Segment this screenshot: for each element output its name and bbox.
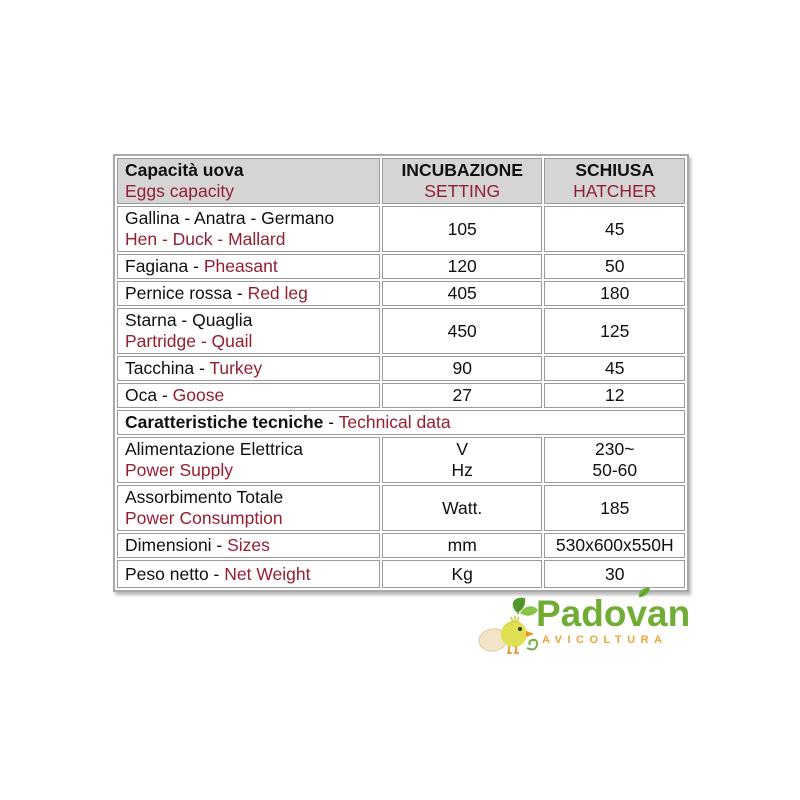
label-it: Gallina - Anatra - Germano bbox=[125, 208, 335, 228]
swirl-icon bbox=[526, 638, 539, 651]
setting-cell: 405 bbox=[381, 281, 543, 306]
value-cell: 230~ 50-60 bbox=[544, 437, 685, 483]
tech-row-net-weight: Peso netto - Net Weight Kg 30 bbox=[117, 560, 685, 588]
label-cell: Oca - Goose bbox=[117, 383, 380, 408]
label-it: Starna - Quaglia bbox=[125, 310, 253, 330]
value-cell: 185 bbox=[544, 485, 685, 531]
value-line-2: 50-60 bbox=[592, 460, 638, 480]
setting-cell: 450 bbox=[381, 308, 543, 354]
label-cell: Peso netto - Net Weight bbox=[117, 560, 380, 588]
label-cell: Pernice rossa - Red leg bbox=[117, 281, 380, 306]
chick-egg-icon bbox=[478, 597, 539, 654]
egg-row-hen-duck-mallard: Gallina - Anatra - Germano Hen - Duck - … bbox=[117, 206, 685, 252]
setting-cell: 90 bbox=[381, 356, 543, 381]
label-separator: - bbox=[188, 256, 204, 276]
label-en: Red leg bbox=[247, 283, 308, 303]
unit-cell: V Hz bbox=[381, 437, 543, 483]
label-cell: Starna - Quaglia Partridge - Quail bbox=[117, 308, 380, 354]
unit-cell: Watt. bbox=[381, 485, 543, 531]
section-title-en: Technical data bbox=[338, 412, 451, 432]
label-separator: - bbox=[232, 283, 248, 303]
brand-name: Padovan bbox=[536, 593, 691, 634]
capacity-header-it: Capacità uova bbox=[125, 160, 244, 180]
label-en: Hen - Duck - Mallard bbox=[125, 229, 286, 249]
value-cell: 530x600x550H bbox=[544, 533, 685, 558]
egg-row-goose: Oca - Goose 27 12 bbox=[117, 383, 685, 408]
capacity-header-en: Eggs capacity bbox=[125, 181, 234, 201]
hatcher-cell: 45 bbox=[544, 356, 685, 381]
label-en: Sizes bbox=[227, 535, 270, 555]
hatcher-header-en: HATCHER bbox=[573, 181, 657, 201]
label-en: Partridge - Quail bbox=[125, 331, 253, 351]
label-cell: Dimensioni - Sizes bbox=[117, 533, 380, 558]
capacity-header-cell: Capacità uova Eggs capacity bbox=[117, 158, 380, 204]
brand-wordmark: Padovan AVICOLTURA bbox=[536, 587, 691, 646]
section-header-row: Caratteristiche tecniche - Technical dat… bbox=[117, 410, 685, 435]
label-it: Dimensioni bbox=[125, 535, 212, 555]
label-it: Alimentazione Elettrica bbox=[125, 439, 303, 459]
egg-row-pheasant: Fagiana - Pheasant 120 50 bbox=[117, 254, 685, 279]
label-en: Pheasant bbox=[203, 256, 278, 276]
egg-row-red-leg: Pernice rossa - Red leg 405 180 bbox=[117, 281, 685, 306]
label-en: Net Weight bbox=[224, 563, 311, 584]
section-header-cell: Caratteristiche tecniche - Technical dat… bbox=[117, 410, 685, 435]
label-en: Power Consumption bbox=[125, 508, 283, 528]
hatcher-cell: 12 bbox=[544, 383, 685, 408]
hatcher-header-it: SCHIUSA bbox=[575, 160, 655, 180]
hatcher-cell: 45 bbox=[544, 206, 685, 252]
leaf-icon bbox=[512, 597, 538, 616]
hatcher-cell: 50 bbox=[544, 254, 685, 279]
label-it: Fagiana bbox=[125, 256, 189, 276]
setting-cell: 27 bbox=[381, 383, 543, 408]
label-it: Tacchina bbox=[125, 358, 195, 378]
hatcher-cell: 180 bbox=[544, 281, 685, 306]
section-title-it: Caratteristiche tecniche bbox=[125, 412, 324, 432]
hatcher-cell: 125 bbox=[544, 308, 685, 354]
hatcher-header-cell: SCHIUSA HATCHER bbox=[544, 158, 685, 204]
label-cell: Gallina - Anatra - Germano Hen - Duck - … bbox=[117, 206, 380, 252]
setting-header-it: INCUBAZIONE bbox=[401, 160, 523, 180]
unit-line-1: V bbox=[456, 439, 469, 459]
sprout-leaf-icon bbox=[639, 587, 651, 598]
chick-icon bbox=[501, 616, 534, 654]
label-cell: Tacchina - Turkey bbox=[117, 356, 380, 381]
tech-row-power-consumption: Assorbimento Totale Power Consumption Wa… bbox=[117, 485, 685, 531]
label-en: Goose bbox=[172, 385, 225, 405]
unit-cell: mm bbox=[381, 533, 543, 558]
tech-row-power-supply: Alimentazione Elettrica Power Supply V H… bbox=[117, 437, 685, 483]
section-separator: - bbox=[323, 412, 339, 432]
egg-row-turkey: Tacchina - Turkey 90 45 bbox=[117, 356, 685, 381]
egg-row-partridge-quail: Starna - Quaglia Partridge - Quail 450 1… bbox=[117, 308, 685, 354]
unit-cell: Kg bbox=[381, 560, 543, 588]
padovan-logo: Padovan AVICOLTURA bbox=[478, 587, 698, 664]
label-separator: - bbox=[194, 358, 210, 378]
table-header-row: Capacità uova Eggs capacity INCUBAZIONE … bbox=[117, 158, 685, 204]
label-separator: - bbox=[211, 535, 228, 555]
label-en: Power Supply bbox=[125, 460, 233, 480]
label-separator: - bbox=[208, 563, 225, 584]
label-en: Turkey bbox=[209, 358, 263, 378]
setting-cell: 105 bbox=[381, 206, 543, 252]
setting-header-cell: INCUBAZIONE SETTING bbox=[381, 158, 543, 204]
label-cell: Alimentazione Elettrica Power Supply bbox=[117, 437, 380, 483]
label-it: Peso netto bbox=[125, 563, 209, 584]
label-it: Pernice rossa bbox=[125, 283, 232, 303]
unit-line-2: Hz bbox=[451, 460, 473, 480]
label-cell: Fagiana - Pheasant bbox=[117, 254, 380, 279]
value-cell: 30 bbox=[544, 560, 685, 588]
spec-table: Capacità uova Eggs capacity INCUBAZIONE … bbox=[113, 154, 689, 592]
value-line-1: 230~ bbox=[595, 439, 635, 459]
setting-cell: 120 bbox=[381, 254, 543, 279]
brand-subtitle: AVICOLTURA bbox=[542, 634, 668, 646]
label-separator: - bbox=[157, 385, 173, 405]
label-it: Oca bbox=[125, 385, 158, 405]
setting-header-en: SETTING bbox=[424, 181, 501, 201]
label-cell: Assorbimento Totale Power Consumption bbox=[117, 485, 380, 531]
tech-row-sizes: Dimensioni - Sizes mm 530x600x550H bbox=[117, 533, 685, 558]
label-it: Assorbimento Totale bbox=[125, 487, 284, 507]
